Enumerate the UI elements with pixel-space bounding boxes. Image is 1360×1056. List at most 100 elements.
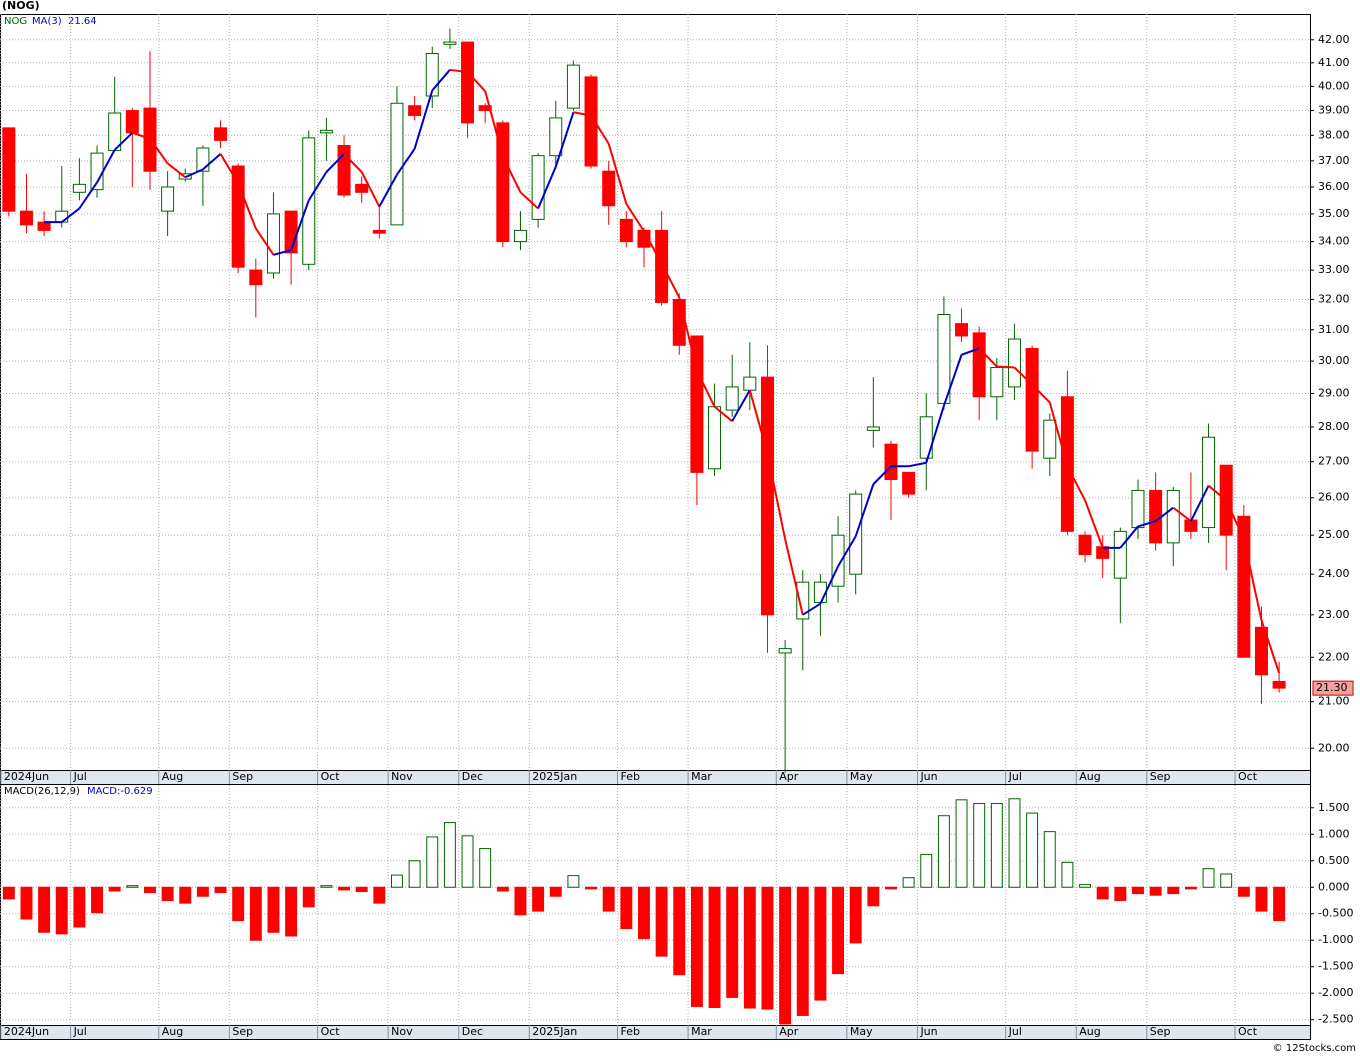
macd-bar [832,886,845,975]
macd-bar [1132,886,1144,895]
candle-body [866,426,880,431]
y-tick-label: -2.500 [1318,1013,1353,1026]
macd-bar [479,848,492,888]
ma-segment [537,166,557,209]
candle-body [1149,489,1163,544]
candle-body [655,229,669,303]
ma-segment [573,111,592,117]
y-tick-label: 39.00 [1318,104,1350,117]
macd-bar [267,886,280,933]
macd-bar [655,886,668,957]
macd-bar [1061,861,1074,888]
macd-bar [196,886,209,897]
macd-bar [1273,886,1286,922]
x-tick-label: Jul [1008,1025,1022,1038]
ma-segment [202,153,222,171]
macd-bar [1149,886,1162,896]
macd-bar [779,886,792,1025]
ma-segment [961,347,980,356]
y-tick-label: 34.00 [1318,235,1350,248]
candle-body [196,147,210,172]
y-tick-label: 1.000 [1318,827,1350,840]
ma-segment [378,174,398,208]
candle-body [1272,680,1286,689]
candle-body [19,210,33,226]
macd-bar [20,886,33,920]
candle-body [390,102,404,226]
y-tick-label: 38.00 [1318,128,1350,141]
ma-segment [325,153,345,173]
candle-body [425,53,439,97]
y-tick-label: 21.00 [1318,695,1350,708]
macd-bar [567,875,580,888]
y-tick-label: 25.00 [1318,528,1350,541]
macd-bar [514,886,527,916]
macd-bar [285,886,298,937]
ma-segment [1190,485,1210,522]
y-tick-label: 28.00 [1318,420,1350,433]
macd-bar [426,836,439,888]
macd-bar [214,886,227,894]
macd-bar [1184,886,1197,890]
x-tick-label: Dec [462,770,483,783]
macd-bar [249,886,262,941]
ma-segment [908,461,927,468]
candle-body [2,127,16,212]
candle-body [725,386,739,411]
macd-bar [902,877,915,888]
macd-bar [867,886,880,907]
macd-bar [179,886,192,904]
candle-body [1166,489,1180,544]
legend-ma-value: 21.64 [68,16,97,27]
candle-body [990,366,1004,398]
candle-body [708,406,722,470]
x-tick-label: Mar [691,1025,712,1038]
ma-segment [466,71,486,92]
candle-body [672,298,686,346]
candle-body [972,332,986,398]
candle-body [478,105,492,112]
ma-segment [78,181,98,210]
candle-body [549,117,563,157]
ma-segment [1242,538,1263,621]
y-tick-label: 31.00 [1318,323,1350,336]
ma-segment [273,249,292,256]
candle-body [513,229,527,243]
ma-segment [660,262,681,298]
macd-bar [2,886,15,900]
macd-bar [1255,886,1268,912]
candle-body [37,221,51,231]
y-tick-label: 33.00 [1318,263,1350,276]
ma-segment [1119,525,1139,549]
y-tick-label: 37.00 [1318,154,1350,167]
date-strip [0,770,1311,785]
candle-body [284,210,298,254]
candle-body [266,213,280,274]
candle-body [55,210,69,223]
x-tick-label: Oct [321,1025,341,1038]
macd-bar [408,860,421,888]
candle-body [619,218,633,243]
macd-bar [1114,886,1127,901]
macd-bar [143,886,156,894]
ma-segment [1048,402,1069,467]
macd-bar [885,886,897,890]
macd-bar [708,886,721,1009]
candle-body [955,323,969,337]
y-tick-label: 29.00 [1318,386,1350,399]
macd-bar [638,886,650,940]
x-tick-label: 2025Jan [532,1025,577,1038]
ma-segment [149,138,169,164]
ma-segment [1031,383,1051,404]
candle-body [443,41,457,45]
ma-segment [501,156,522,193]
y-tick-label: 41.00 [1318,56,1350,69]
candle-body [937,314,951,404]
last-price-box [1312,680,1354,696]
x-tick-label: Feb [621,770,640,783]
candle-body [831,534,845,587]
ma-segment [396,148,416,176]
macd-bar [796,886,809,1016]
